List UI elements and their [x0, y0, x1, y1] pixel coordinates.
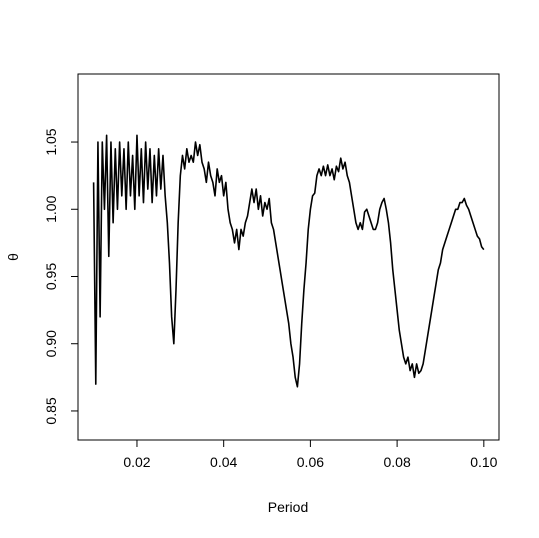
x-axis-label: Period — [268, 499, 308, 515]
y-axis-label: θ — [5, 253, 21, 261]
y-tick-label: 1.00 — [43, 195, 59, 222]
y-tick-label: 0.90 — [43, 330, 59, 357]
y-tick-label: 1.05 — [43, 128, 59, 155]
x-tick-label: 0.06 — [297, 454, 324, 470]
data-line — [92, 134, 485, 388]
x-tick-label: 0.02 — [123, 454, 150, 470]
y-tick-label: 0.85 — [43, 397, 59, 424]
x-tick-label: 0.04 — [210, 454, 237, 470]
plot-frame — [77, 73, 500, 441]
y-tick-label: 0.95 — [43, 263, 59, 290]
x-tick-label: 0.10 — [470, 454, 497, 470]
x-tick-label: 0.08 — [383, 454, 410, 470]
